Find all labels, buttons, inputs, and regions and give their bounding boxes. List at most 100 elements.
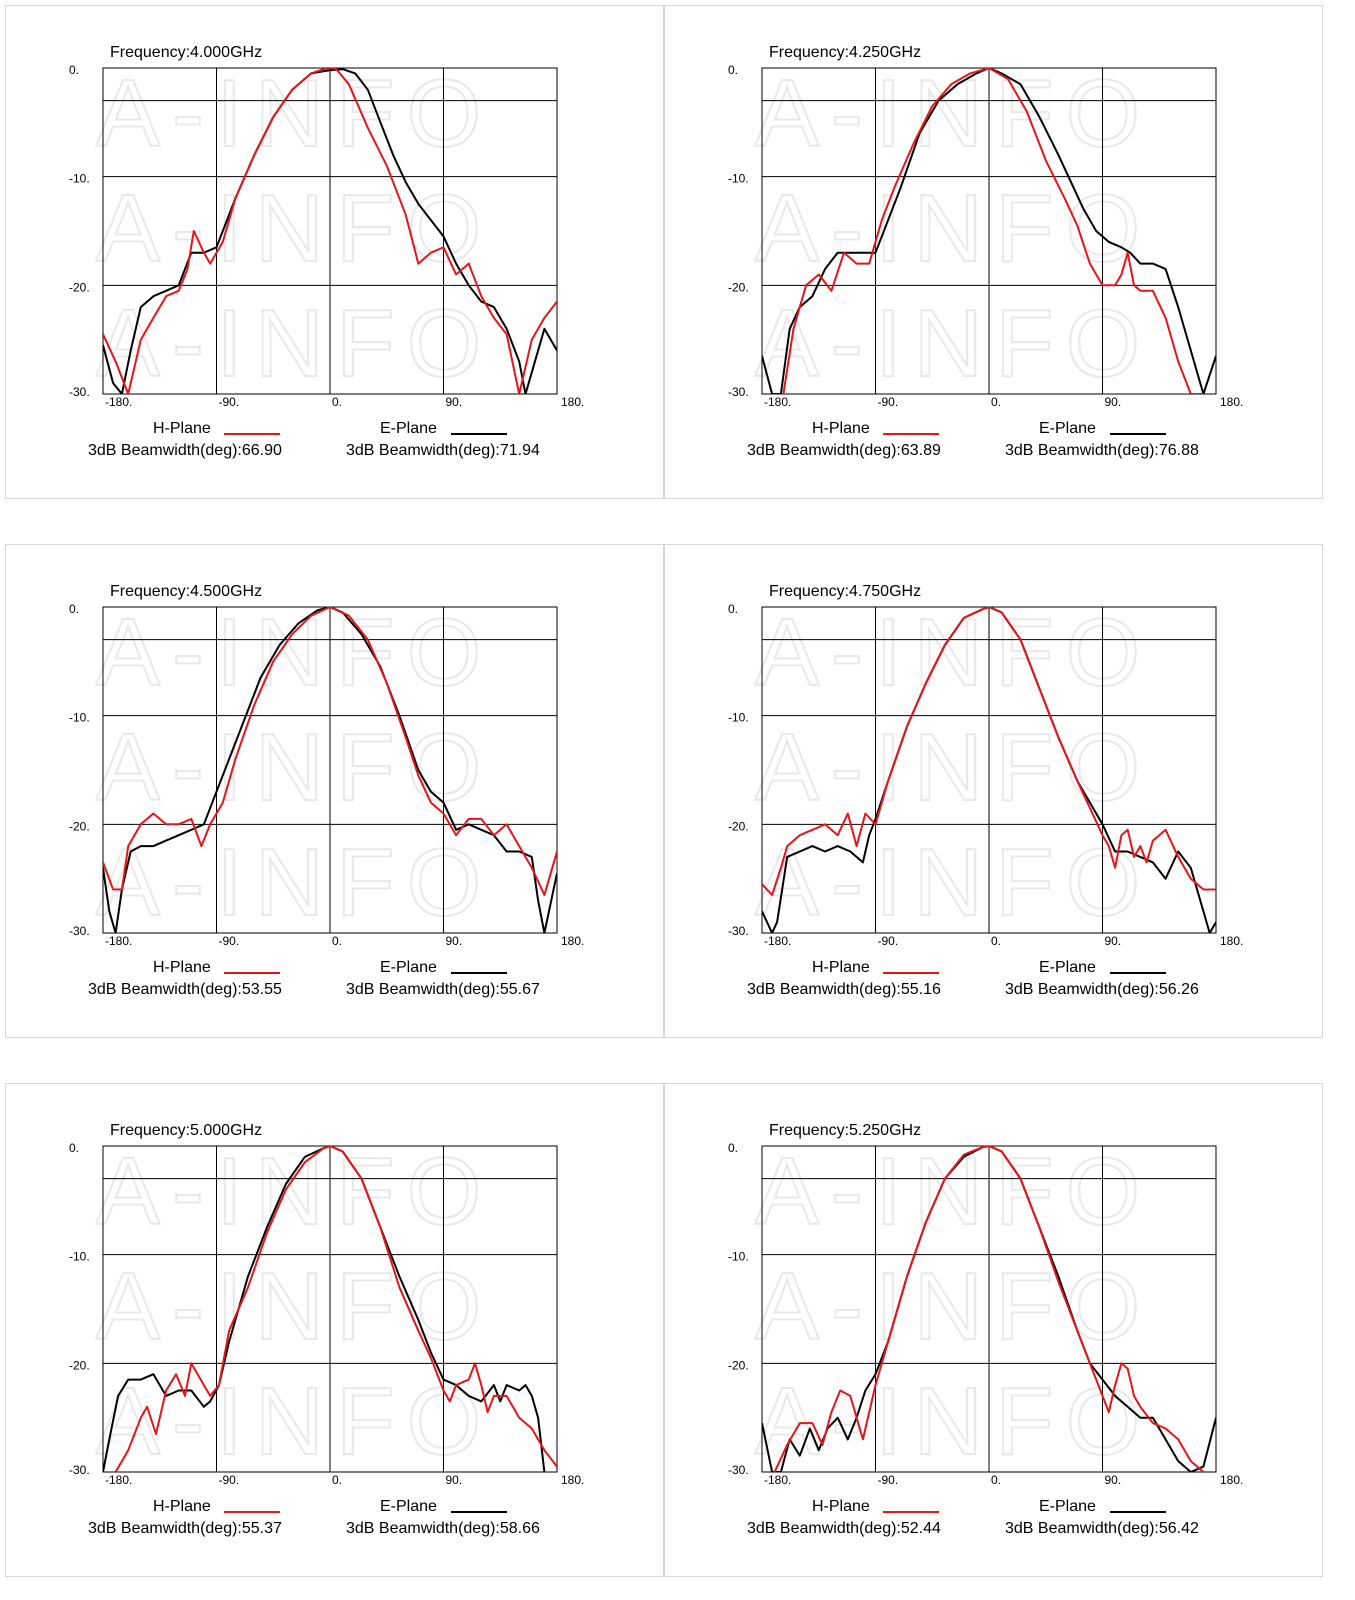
h-plane-series-line (762, 607, 1216, 896)
legend-e-plane-swatch (1110, 1511, 1166, 1513)
h-plane-beamwidth: 3dB Beamwidth(deg):53.55 (88, 981, 282, 998)
chart-title: Frequency:4.500GHz (110, 583, 263, 600)
legend-h-plane-swatch (224, 972, 280, 974)
x-tick-label: -180. (105, 934, 132, 948)
chart-panel: A-INFO A-INFO A-INFO 0. -10. -20. -30. -180. -90… (5, 1083, 664, 1577)
e-plane-series-line (103, 1146, 546, 1472)
y-tick-label: 0. (728, 1141, 738, 1155)
y-tick-label: 0. (69, 602, 79, 616)
h-plane-series-line (103, 607, 557, 896)
x-tick-label: 180. (561, 395, 584, 409)
watermark-text: A-INFO (96, 1138, 493, 1245)
watermark-text: A-INFO (755, 1138, 1152, 1245)
legend-h-plane-label: H-Plane (153, 420, 211, 437)
y-tick-label: -20. (728, 819, 749, 833)
legend-h-plane-label: H-Plane (153, 1498, 211, 1515)
legend-e-plane-swatch (451, 972, 507, 974)
x-tick-label: 90. (446, 395, 463, 409)
x-tick-label: -90. (878, 934, 899, 948)
x-tick-label: -90. (219, 1473, 240, 1487)
x-tick-label: 90. (1105, 395, 1122, 409)
x-tick-label: 0. (332, 1473, 342, 1487)
x-tick-label: 0. (991, 1473, 1001, 1487)
y-tick-label: -20. (69, 280, 90, 294)
chart-panel: A-INFO A-INFO A-INFO 0. -10. -20. -30. -180. -90… (664, 1083, 1323, 1577)
e-plane-beamwidth: 3dB Beamwidth(deg):55.67 (346, 981, 540, 998)
e-plane-series-line (103, 607, 557, 933)
h-plane-beamwidth: 3dB Beamwidth(deg):63.89 (747, 442, 941, 459)
x-tick-label: 180. (561, 1473, 584, 1487)
y-tick-label: -30. (728, 1463, 749, 1477)
y-tick-label: -10. (69, 172, 90, 186)
x-tick-label: 0. (991, 395, 1001, 409)
x-tick-label: 180. (561, 934, 584, 948)
y-tick-label: 0. (728, 602, 738, 616)
x-tick-label: -180. (764, 395, 791, 409)
x-tick-label: 90. (446, 1473, 463, 1487)
legend-e-plane-label: E-Plane (380, 959, 437, 976)
e-plane-beamwidth: 3dB Beamwidth(deg):56.26 (1005, 981, 1199, 998)
legend-e-plane-swatch (1110, 433, 1166, 435)
x-tick-label: 90. (446, 934, 463, 948)
legend-e-plane-swatch (451, 1511, 507, 1513)
y-tick-label: -20. (69, 1358, 90, 1372)
y-tick-label: -30. (69, 385, 90, 399)
legend-e-plane-label: E-Plane (1039, 1498, 1096, 1515)
y-tick-label: -30. (69, 924, 90, 938)
e-plane-series-line (762, 1146, 1216, 1472)
y-tick-label: -10. (69, 711, 90, 725)
watermark-text: A-INFO (96, 1368, 493, 1475)
y-tick-label: -20. (728, 280, 749, 294)
legend-h-plane-label: H-Plane (812, 959, 870, 976)
h-plane-series-line (773, 1146, 1205, 1472)
y-tick-label: -30. (69, 1463, 90, 1477)
legend-h-plane-label: H-Plane (153, 959, 211, 976)
legend-h-plane-swatch (883, 972, 939, 974)
watermark-text: A-INFO (96, 829, 493, 936)
watermark-text: A-INFO (96, 175, 493, 282)
legend-e-plane-label: E-Plane (1039, 420, 1096, 437)
watermark-text: A-INFO (755, 175, 1152, 282)
legend-h-plane-swatch (224, 1511, 280, 1513)
y-tick-label: -10. (728, 172, 749, 186)
legend-h-plane-swatch (224, 433, 280, 435)
watermark-text: A-INFO (96, 60, 493, 167)
watermark-text: A-INFO (96, 1253, 493, 1360)
legend-e-plane-swatch (451, 433, 507, 435)
x-tick-label: 0. (332, 934, 342, 948)
x-tick-label: -90. (219, 395, 240, 409)
e-plane-beamwidth: 3dB Beamwidth(deg):56.42 (1005, 1520, 1199, 1537)
chart-panel: A-INFO A-INFO A-INFO 0. -10. -20. -30. -180. -90… (664, 5, 1323, 499)
x-tick-label: -180. (764, 934, 791, 948)
x-tick-label: -90. (878, 1473, 899, 1487)
watermark-text: A-INFO (755, 599, 1152, 706)
x-tick-label: 180. (1220, 395, 1243, 409)
chart-panel: A-INFO A-INFO A-INFO 0. -10. -20. -30. -180. -90… (5, 544, 664, 1038)
chart-title: Frequency:4.750GHz (769, 583, 922, 600)
chart-title: Frequency:4.000GHz (110, 44, 263, 61)
x-tick-label: 180. (1220, 1473, 1243, 1487)
legend-h-plane-label: H-Plane (812, 1498, 870, 1515)
legend-h-plane-swatch (883, 1511, 939, 1513)
chart-panel: A-INFO A-INFO A-INFO 0. -10. -20. -30. -180. -90… (5, 5, 664, 499)
x-tick-label: 90. (1105, 934, 1122, 948)
x-tick-label: -180. (105, 1473, 132, 1487)
legend-e-plane-label: E-Plane (1039, 959, 1096, 976)
e-plane-series-line (103, 68, 557, 394)
chart-panel: A-INFO A-INFO A-INFO 0. -10. -20. -30. -180. -90… (664, 544, 1323, 1038)
y-tick-label: -20. (69, 819, 90, 833)
y-tick-label: -10. (728, 1250, 749, 1264)
h-plane-series-line (114, 1146, 557, 1472)
x-tick-label: 180. (1220, 934, 1243, 948)
h-plane-series-line (103, 68, 557, 394)
h-plane-beamwidth: 3dB Beamwidth(deg):66.90 (88, 442, 282, 459)
x-tick-label: -90. (219, 934, 240, 948)
y-tick-label: -30. (728, 385, 749, 399)
legend-e-plane-label: E-Plane (380, 420, 437, 437)
h-plane-beamwidth: 3dB Beamwidth(deg):55.16 (747, 981, 941, 998)
